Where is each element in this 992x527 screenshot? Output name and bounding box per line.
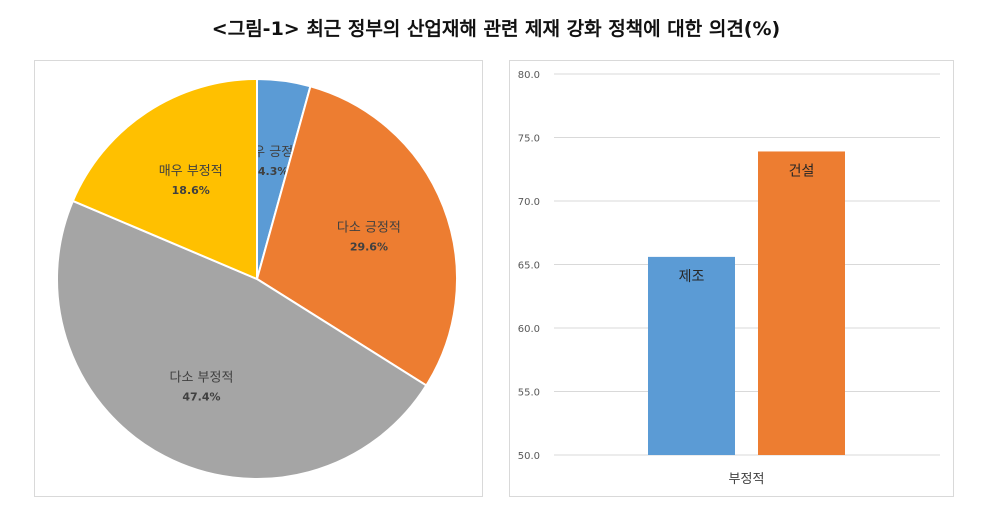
- slice-value-label: 47.4%: [182, 390, 220, 403]
- bar: [758, 151, 845, 455]
- slice-label: 매우 부정적: [159, 164, 223, 179]
- y-tick-label: 55.0: [518, 388, 540, 399]
- y-tick-label: 50.0: [518, 451, 540, 462]
- pie-slice: [71, 77, 258, 281]
- y-tick-label: 70.0: [518, 197, 540, 208]
- y-tick-label: 80.0: [518, 70, 540, 81]
- y-tick-label: 75.0: [518, 134, 540, 145]
- slice-value-label: 18.6%: [172, 184, 210, 197]
- y-tick-label: 65.0: [518, 261, 540, 272]
- slice-label: 다소 긍정적: [337, 221, 401, 236]
- slice-value-label: 4.3%: [258, 165, 289, 178]
- pie-slice: [56, 199, 428, 480]
- x-category-label: 부정적: [729, 472, 765, 487]
- bar-series-label: 제조: [679, 269, 705, 285]
- y-tick-label: 60.0: [518, 324, 540, 335]
- bar: [648, 256, 735, 455]
- slice-value-label: 29.6%: [350, 241, 388, 254]
- chart-title: <그림-1> 최근 정부의 산업재해 관련 제재 강화 정책에 대한 의견(%): [211, 18, 781, 40]
- slice-label: 다소 부정적: [169, 370, 233, 385]
- pie-chart-panel: 매우 긍정적 4.3% 다소 긍정적 29.6% 다소 부정적 47.4% 매우 부정적 18…: [34, 60, 483, 497]
- pie-slice: [255, 85, 458, 387]
- bar-series-label: 건설: [789, 163, 815, 179]
